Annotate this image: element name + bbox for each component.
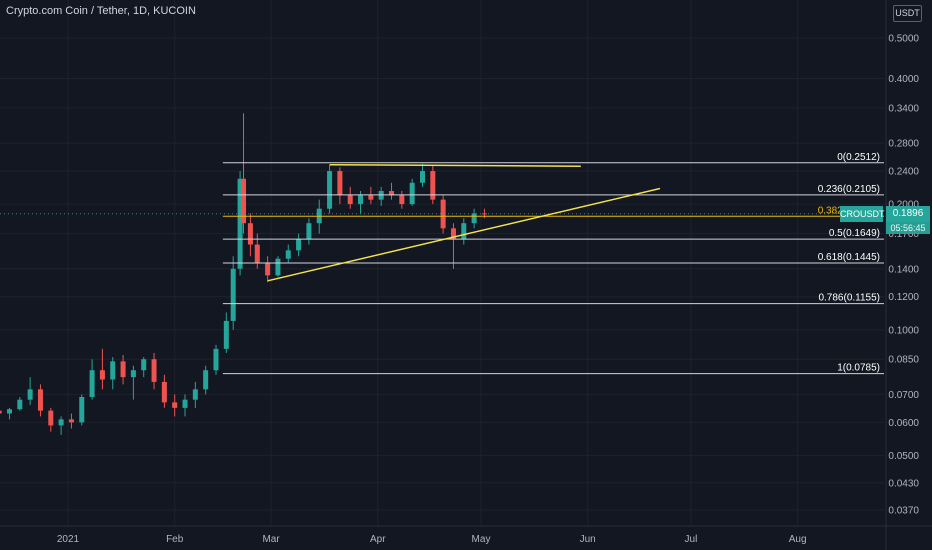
fib-level-label: 1(0.0785) xyxy=(837,363,880,374)
candle-body xyxy=(296,238,302,251)
time-tick-label: Feb xyxy=(166,534,184,545)
candle-body xyxy=(230,268,236,321)
bar-countdown-label: 05:56:45 xyxy=(886,222,930,234)
candle-body xyxy=(275,258,281,276)
candle-body xyxy=(161,381,167,403)
candle-body xyxy=(358,195,364,205)
candle-body xyxy=(247,223,253,245)
candle-body xyxy=(0,410,2,414)
candle-body xyxy=(89,370,95,398)
price-tick-label: 0.5000 xyxy=(888,34,919,45)
candle-body xyxy=(337,171,343,196)
time-axis: 2021 Feb Mar Apr May Jun Jul Aug xyxy=(0,525,932,545)
candle-body xyxy=(241,178,247,224)
candle-body xyxy=(389,190,395,196)
candle-body xyxy=(440,199,446,229)
candle-body xyxy=(419,171,425,183)
candlestick-series xyxy=(0,113,884,435)
time-tick-label: Apr xyxy=(370,534,386,545)
time-tick-label: Jul xyxy=(685,534,698,545)
trendline xyxy=(267,187,661,282)
candle-body xyxy=(237,178,243,269)
candle-body xyxy=(58,419,64,426)
trendlines xyxy=(267,163,661,282)
candle-body xyxy=(399,195,405,205)
trendline xyxy=(329,163,581,167)
price-tick-label: 0.2400 xyxy=(888,167,919,178)
candle-body xyxy=(172,402,178,408)
candle-body xyxy=(99,370,105,380)
candle-body xyxy=(223,320,229,349)
price-tick-label: 0.0500 xyxy=(888,451,919,462)
fib-level-label: 0.5(0.1649) xyxy=(829,228,880,239)
price-tick-label: 0.0600 xyxy=(888,418,919,429)
candle-body xyxy=(130,370,136,378)
price-tick-label: 0.0370 xyxy=(888,506,919,517)
fib-level-label: 0.236(0.2105) xyxy=(818,184,880,195)
price-tick-label: 0.0700 xyxy=(888,390,919,401)
candle-body xyxy=(203,370,209,390)
candle-body xyxy=(265,262,271,276)
candle-body xyxy=(471,213,477,224)
last-price-label: 0.1896 xyxy=(886,206,930,222)
candle-body xyxy=(182,399,188,408)
time-tick-label: Aug xyxy=(789,534,807,545)
price-tick-label: 0.1400 xyxy=(888,264,919,275)
fibonacci-retracement: 0(0.2512)0.236(0.2105)0.382(0.1870)0.5(0… xyxy=(222,152,884,375)
price-tick-label: 0.0850 xyxy=(888,355,919,366)
fib-level-label: 0(0.2512) xyxy=(837,152,880,163)
candle-body xyxy=(141,359,147,371)
candle-body xyxy=(37,389,43,411)
last-price-tag: CROUSDT 0.1896 05:56:45 xyxy=(840,206,930,234)
candle-body xyxy=(450,228,456,239)
candle-body xyxy=(285,250,291,259)
currency-unit-badge[interactable]: USDT xyxy=(893,5,922,22)
price-tick-label: 0.0430 xyxy=(888,478,919,489)
time-tick-label: May xyxy=(472,534,491,545)
candle-body xyxy=(461,223,467,239)
symbol-label: CROUSDT xyxy=(840,206,885,222)
candle-body xyxy=(368,195,374,200)
fib-level-label: 0.786(0.1155) xyxy=(818,293,880,304)
candle-body xyxy=(6,409,12,414)
time-tick-label: 2021 xyxy=(57,534,80,545)
candle-body xyxy=(68,419,74,423)
price-tick-label: 0.2800 xyxy=(888,139,919,150)
time-tick-label: Jun xyxy=(580,534,596,545)
candle-body xyxy=(120,361,126,378)
candle-body xyxy=(409,182,415,205)
candle-body xyxy=(27,389,33,400)
candle-body xyxy=(79,397,85,423)
candle-body xyxy=(192,389,198,400)
candle-body xyxy=(347,195,353,205)
candle-body xyxy=(327,171,333,209)
candle-body xyxy=(254,244,260,263)
chart-title: Crypto.com Coin / Tether, 1D, KUCOIN xyxy=(6,5,196,17)
candle-body xyxy=(306,223,312,239)
candle-body xyxy=(48,410,54,426)
candle-body xyxy=(430,171,436,200)
price-tick-label: 0.4000 xyxy=(888,74,919,85)
price-tick-label: 0.1000 xyxy=(888,325,919,336)
candle-body xyxy=(151,359,157,382)
price-tick-label: 0.3400 xyxy=(888,103,919,114)
price-tick-label: 0.1200 xyxy=(888,292,919,303)
fib-level-label: 0.618(0.1445) xyxy=(818,252,880,263)
candle-body xyxy=(110,361,116,380)
candle-body xyxy=(213,348,219,371)
candle-body xyxy=(17,399,23,410)
price-tick-label: 0.1700 xyxy=(888,229,919,240)
time-tick-label: Mar xyxy=(262,534,280,545)
grid-lines xyxy=(0,0,884,526)
